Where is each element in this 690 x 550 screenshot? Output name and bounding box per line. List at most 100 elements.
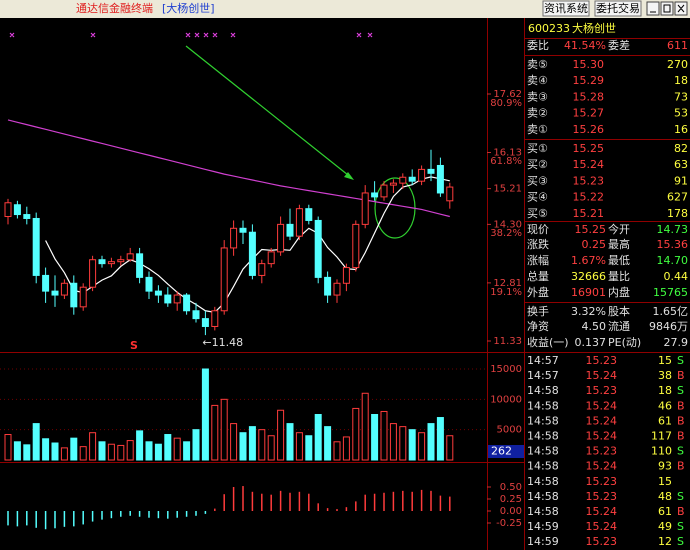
order-price: 15.22 — [573, 191, 605, 204]
field-value: 32666 — [571, 270, 606, 283]
volume-bar — [324, 426, 332, 461]
low-label: ←11.48 — [202, 336, 243, 349]
volume-bar — [136, 430, 144, 461]
field-value: 27.9 — [664, 336, 689, 349]
order-level: 卖⑤ — [527, 58, 548, 71]
candle-body — [389, 182, 397, 186]
trade-volume: 46 — [658, 399, 672, 412]
candle-body — [192, 310, 200, 320]
current-volume: 262 — [491, 445, 512, 458]
candle-body — [201, 318, 209, 327]
volume-bar — [267, 435, 275, 461]
order-volume: 73 — [674, 90, 688, 103]
candle-body — [436, 164, 444, 194]
order-price: 15.24 — [573, 158, 605, 171]
order-level: 卖② — [527, 107, 548, 120]
volume-bar — [446, 435, 454, 461]
candle-body — [23, 214, 31, 219]
y-tick-label: 0.00 — [500, 506, 522, 517]
trade-side: B — [677, 430, 685, 443]
trade-price: 15.23 — [586, 354, 618, 367]
button-label[interactable]: 委托交易 — [596, 1, 640, 15]
candle-body — [427, 168, 435, 174]
volume-bar — [333, 441, 341, 461]
field-label: 总量 — [527, 269, 549, 283]
order-volume: 53 — [674, 107, 688, 120]
trade-side: S — [677, 520, 684, 533]
field-label: 流通 — [608, 319, 630, 333]
candle-body — [98, 259, 106, 265]
trade-price: 15.23 — [586, 535, 618, 548]
volume-bar — [286, 423, 294, 461]
volume-bar — [201, 368, 209, 461]
volume-bar — [107, 443, 115, 461]
candle-body — [418, 168, 426, 182]
trade-volume: 48 — [658, 490, 672, 503]
candle-body — [164, 294, 172, 304]
trade-side: S — [677, 490, 684, 503]
candle-body — [79, 286, 87, 308]
order-price: 15.29 — [573, 74, 605, 87]
signal-label: S — [130, 339, 138, 352]
trade-time: 14:58 — [527, 384, 559, 397]
trade-time: 14:58 — [527, 399, 559, 412]
candle-body — [277, 223, 285, 253]
candle-body — [239, 227, 247, 233]
volume-bar — [154, 443, 162, 461]
candle-body — [145, 276, 153, 292]
button-label[interactable]: 资讯系统 — [544, 2, 588, 15]
field-value: 15.25 — [575, 223, 607, 236]
y-tick-label: 0.50 — [500, 482, 522, 493]
order-volume: 16 — [674, 123, 688, 136]
volume-bar — [60, 447, 68, 461]
order-level: 买③ — [527, 174, 548, 187]
candle-body — [248, 231, 256, 276]
trade-price: 15.23 — [586, 490, 618, 503]
volume-bar — [183, 441, 191, 461]
maximize-button[interactable] — [660, 1, 674, 16]
frame-lines — [0, 18, 690, 550]
order-level: 买④ — [527, 191, 548, 204]
field-value: 41.54% — [564, 39, 606, 52]
field-value: 16901 — [571, 286, 606, 299]
volume-bar — [145, 441, 153, 461]
volume-bar — [51, 442, 59, 461]
trade-price: 15.24 — [586, 505, 618, 518]
trade-volume: 15 — [658, 475, 672, 488]
trade-price: 15.24 — [586, 399, 618, 412]
candle-body — [154, 290, 162, 296]
volume-bar — [220, 398, 228, 461]
order-price: 15.26 — [573, 123, 605, 136]
trade-side: B — [677, 369, 685, 382]
app-title: 通达信金融终端 — [76, 1, 153, 15]
volume-bar — [399, 426, 407, 461]
field-label: 内盘 — [608, 285, 630, 299]
trade-volume: 117 — [651, 430, 672, 443]
trade-time: 14:58 — [527, 505, 559, 518]
volume-bar — [70, 437, 78, 461]
order-volume: 63 — [674, 158, 688, 171]
trade-side: S — [677, 354, 684, 367]
order-price: 15.27 — [573, 107, 605, 120]
field-label: 股本 — [608, 304, 630, 318]
order-level: 买① — [527, 142, 548, 155]
candle-body — [183, 294, 191, 312]
stock-code: 600233 — [528, 22, 570, 35]
volume-bar — [164, 434, 172, 461]
volume-bar — [277, 409, 285, 461]
button[interactable] — [542, 0, 590, 17]
stock-name: 大杨创世 — [572, 21, 616, 35]
volume-bar — [117, 444, 125, 461]
button[interactable] — [594, 0, 642, 17]
fib-label: 38.2% — [490, 228, 522, 239]
field-label: 收益(一) — [527, 335, 569, 349]
candle-body — [314, 219, 322, 278]
field-label: 最高 — [608, 237, 630, 251]
trade-volume: 61 — [658, 505, 672, 518]
trade-volume: 38 — [658, 369, 672, 382]
trade-volume: 61 — [658, 414, 672, 427]
trade-side: B — [677, 460, 685, 473]
trade-time: 14:58 — [527, 460, 559, 473]
window-controls — [646, 1, 688, 16]
minimize-button[interactable] — [646, 1, 660, 16]
